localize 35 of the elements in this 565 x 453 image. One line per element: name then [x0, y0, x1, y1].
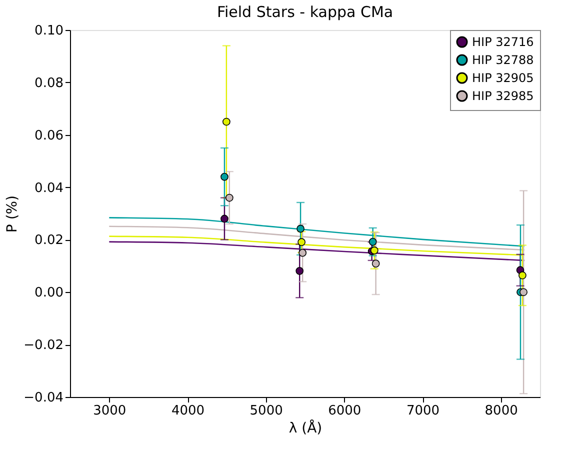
point [298, 248, 307, 257]
y-tick-label: 0.04 [34, 180, 64, 196]
x-tick-label: 4000 [171, 404, 205, 418]
point [368, 238, 377, 246]
legend-label: HIP 32985 [472, 89, 534, 103]
line-series [108, 241, 525, 262]
point [220, 172, 228, 181]
point [222, 118, 230, 126]
point [370, 246, 378, 254]
point [296, 266, 304, 275]
legend-label: HIP 32716 [472, 35, 534, 49]
y-axis-title: P (%) [4, 195, 21, 233]
x-tick-label: 3000 [93, 404, 126, 418]
point [220, 214, 228, 223]
x-tick-label: 7000 [406, 404, 440, 418]
y-tick-label: −0.04 [24, 390, 64, 406]
point [298, 238, 306, 246]
y-tick-label: 0.10 [34, 24, 64, 38]
point [296, 224, 304, 233]
x-tick-label: 6000 [328, 404, 362, 418]
y-tick-label: −0.02 [24, 338, 64, 354]
y-tick-label: 0.00 [34, 286, 64, 301]
chart-title: Field Stars - kappa CMa [216, 3, 394, 21]
x-tick-label: 8000 [484, 404, 518, 418]
point [520, 288, 528, 296]
x-tick-label: 5000 [250, 404, 283, 418]
y-tick-label: 0.06 [34, 128, 64, 144]
point [372, 260, 380, 268]
legend-label: HIP 32788 [472, 53, 534, 67]
y-tick-label: 0.08 [34, 76, 64, 91]
y-tick-label: 0.02 [34, 233, 64, 248]
point [518, 271, 526, 280]
legend-label: HIP 32905 [472, 71, 534, 85]
x-axis-title: λ (Å) [288, 420, 322, 436]
point [225, 194, 234, 202]
